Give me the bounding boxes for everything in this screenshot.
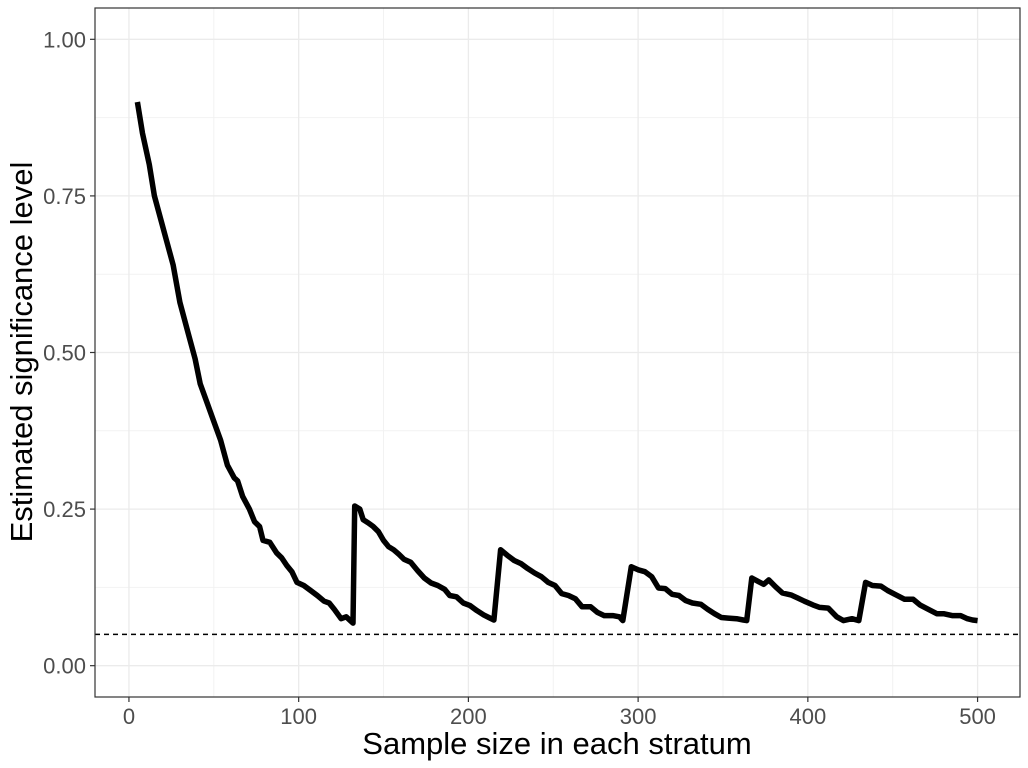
x-tick-label: 200 xyxy=(450,704,487,729)
x-axis: 0 100 200 300 400 500 xyxy=(123,697,996,729)
x-tick-label: 300 xyxy=(620,704,657,729)
x-tick-label: 400 xyxy=(789,704,826,729)
y-tick-label: 0.75 xyxy=(43,184,86,209)
y-tick-label: 0.00 xyxy=(43,654,86,679)
y-tick-label: 0.25 xyxy=(43,497,86,522)
significance-series-line xyxy=(134,101,978,626)
y-tick-label: 1.00 xyxy=(43,27,86,52)
x-tick-label: 0 xyxy=(123,704,135,729)
y-axis: 0.00 0.25 0.50 0.75 1.00 xyxy=(43,27,95,679)
y-tick-label: 0.50 xyxy=(43,341,86,366)
x-tick-label: 100 xyxy=(280,704,317,729)
x-tick-label: 500 xyxy=(959,704,996,729)
y-axis-title: Estimated significance level xyxy=(4,162,39,543)
x-axis-title: Sample size in each stratum xyxy=(362,726,751,761)
